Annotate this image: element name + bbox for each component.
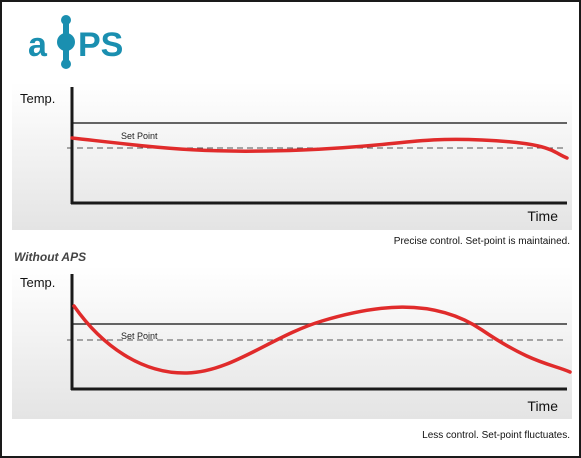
caption-without-aps: Less control. Set-point fluctuates. xyxy=(422,430,570,441)
aps-logo: a PS xyxy=(28,15,123,69)
set-point-label: Set Point xyxy=(121,331,158,341)
svg-text:PS: PS xyxy=(78,26,123,64)
temperature-curve xyxy=(70,136,569,160)
chart-without-aps-plot xyxy=(67,274,572,391)
chart-with-aps-plot xyxy=(67,87,569,205)
caption-with-aps: Precise control. Set-point is maintained… xyxy=(393,236,570,247)
temperature-curve xyxy=(72,304,572,375)
x-axis-label: Time xyxy=(527,208,558,224)
set-point-label: Set Point xyxy=(121,131,158,141)
y-axis-label: Temp. xyxy=(20,91,56,106)
chart-without-aps: Temp. Set Point Time xyxy=(12,266,572,419)
chart-with-aps: Temp. Set Point Time xyxy=(12,82,572,230)
x-axis-label: Time xyxy=(527,398,558,414)
svg-text:a: a xyxy=(28,26,48,64)
section-title-without-aps: Without APS xyxy=(14,250,87,264)
y-axis-label: Temp. xyxy=(20,275,56,290)
